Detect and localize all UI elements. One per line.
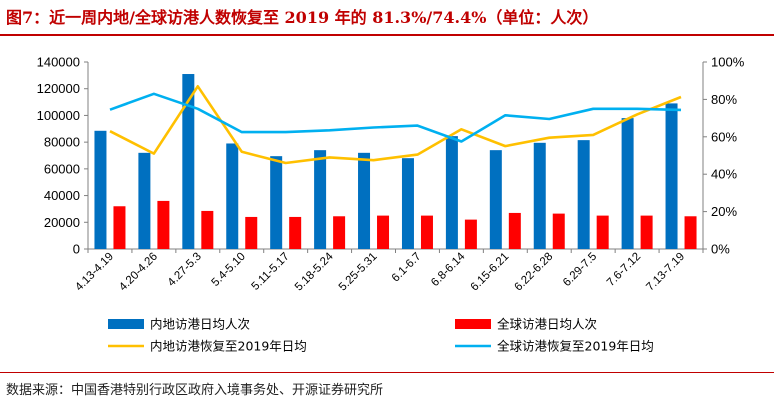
global-bar [201,210,214,249]
x-tick-label: 4.20-4.26 [117,251,160,294]
global-bar [377,215,390,249]
x-tick-label: 7.6-7.12 [605,251,643,289]
x-tick-label: 4.13-4.19 [73,251,116,294]
title-divider [0,34,774,36]
global-bar [420,215,433,249]
mainland-bar [665,103,678,250]
x-tick-label: 5.25-5.31 [337,251,380,294]
y-right-tick-label: 100% [711,55,745,70]
mainland-bar [401,158,414,249]
y-right-tick-label: 20% [711,204,737,219]
mainland-bar [226,143,239,249]
legend-global-bar-swatch [455,319,491,329]
global-bar [333,216,346,249]
global-bar [640,215,653,249]
x-tick-label: 6.15-6.21 [469,251,512,294]
x-tick-label: 6.8-6.14 [429,250,468,289]
y-right-tick-label: 80% [711,92,737,107]
global-bar [508,212,521,249]
y-left-tick-label: 20000 [44,215,80,230]
legend-global-bar-label: 全球访港日均人次 [497,317,597,332]
y-right-tick-label: 60% [711,129,737,144]
y-left-tick-label: 100000 [37,108,80,123]
y-right-tick-label: 40% [711,167,737,182]
mainland-bar [94,130,107,249]
footer-divider [0,372,774,373]
y-left-tick-label: 120000 [37,81,80,96]
global-bar [113,206,126,249]
source-note: 数据来源：中国香港特别行政区政府入境事务处、开源证券研究所 [6,383,384,398]
mainland-recovery-line [109,84,682,165]
mainland-bar [182,74,195,249]
x-tick-label: 5.4-5.10 [210,251,248,289]
y-left-tick-label: 80000 [44,135,80,150]
x-tick-label: 4.27-5.3 [166,251,204,289]
legend-mainland-bar-label: 内地访港日均人次 [150,317,250,332]
chart-title: 图7：近一周内地/全球访港人数恢复至 2019 年的 81.3%/74.4%（单… [6,8,599,27]
y-left-tick-label: 60000 [44,161,80,176]
mainland-bar [445,136,458,249]
global-bar [464,219,477,249]
mainland-bar [270,156,283,249]
global-bar [289,216,302,249]
mainland-bar [577,140,590,249]
mainland-bar [314,150,327,249]
mainland-bar [621,118,634,249]
legend-mainland-bar-swatch [108,319,144,329]
legend-global-line-label: 全球访港恢复至2019年日均 [497,339,654,354]
x-tick-label: 5.11-5.17 [250,251,292,293]
combo-chart: 0 20000 40000 60000 80000 100000 120000 140000 0… [37,55,745,354]
mainland-bar [138,152,151,249]
y-left-tick-label: 0 [73,242,80,257]
global-bar [552,213,565,249]
global-bar [245,216,258,249]
y-left-tick-label: 140000 [37,55,80,70]
mainland-bar [489,150,502,249]
mainland-bar [358,152,371,249]
x-tick-label: 7.13-7.19 [644,251,687,294]
legend-mainland-line-label: 内地访港恢复至2019年日均 [150,339,307,354]
global-bar [157,200,170,249]
mainland-bar [533,142,546,249]
x-tick-label: 6.1-6.7 [390,251,424,285]
global-bar [596,215,609,249]
y-left-tick-label: 40000 [44,188,80,203]
x-tick-label: 6.22-6.28 [513,251,556,294]
x-tick-label: 5.18-5.24 [293,250,336,293]
y-right-tick-label: 0% [711,242,730,257]
global-recovery-line [109,92,682,143]
x-tick-label: 6.29-7.5 [561,251,599,289]
global-bar [684,216,697,249]
